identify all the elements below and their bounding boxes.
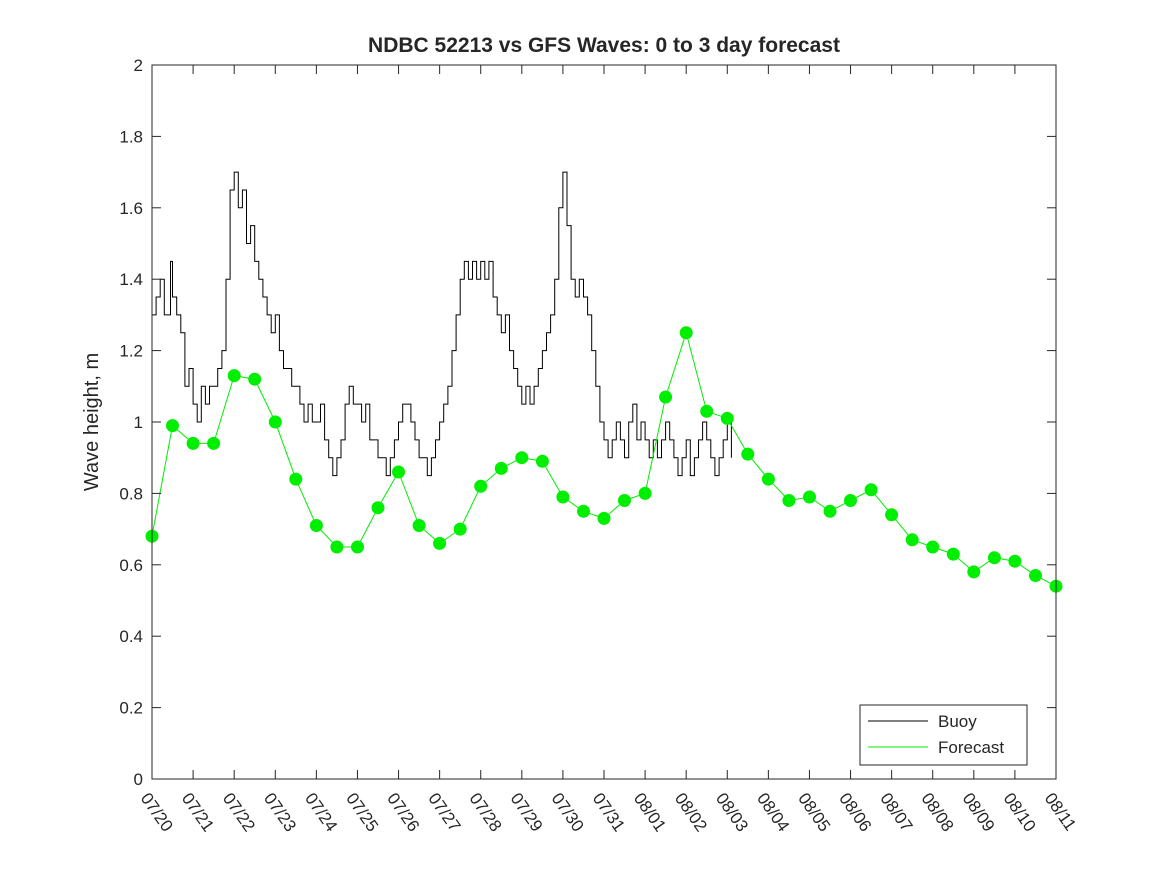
y-tick-label: 0.6 [119,556,143,575]
forecast-point [700,404,714,418]
legend-forecast-label: Forecast [938,738,1004,757]
forecast-point [864,483,878,497]
y-tick-label: 1.6 [119,199,143,218]
forecast-point [453,522,467,536]
y-tick-label: 0.4 [119,627,143,646]
forecast-point [823,504,837,518]
y-axis: 0 0.2 0.4 0.6 0.8 1 1.2 1.4 1.6 1.8 2 [119,56,1056,789]
forecast-point [268,415,282,429]
forecast-point [597,511,611,525]
forecast-point [844,494,857,507]
forecast-point [741,447,755,461]
forecast-point [207,436,221,450]
legend-box [859,704,1028,766]
forecast-point [967,565,981,579]
forecast-point [309,519,323,532]
y-tick-label: 0.2 [119,699,143,718]
forecast-point [371,501,385,515]
y-tick-label: 2 [134,56,143,75]
buoy-series-line [152,171,732,477]
y-tick-label: 1.8 [119,127,143,146]
forecast-point [618,494,631,507]
y-tick-label: 0 [134,770,143,789]
forecast-point [638,486,652,500]
forecast-point [946,547,960,561]
forecast-point [1029,569,1042,582]
legend-buoy-label: Buoy [938,712,977,731]
y-tick-label: 1 [134,413,143,432]
y-tick-label: 1.4 [119,270,143,289]
forecast-point [474,479,488,493]
forecast-point [412,519,426,532]
forecast-point [577,504,590,518]
y-tick-label: 0.8 [119,484,143,503]
forecast-point [330,540,344,554]
series-layer [145,171,1063,593]
forecast-point [535,454,549,468]
forecast-point [166,419,179,433]
forecast-point [515,451,529,465]
forecast-point [987,551,1001,565]
legend: Buoy Forecast [859,704,1028,766]
forecast-point [248,372,262,386]
forecast-point [289,472,303,486]
forecast-point [392,465,405,479]
y-axis-label: Wave height, m [81,353,103,491]
forecast-point [494,461,508,475]
forecast-point [679,326,693,340]
forecast-point [556,490,570,504]
y-tick-label: 1.2 [119,342,143,361]
forecast-point [761,472,775,486]
forecast-point [186,436,200,450]
forecast-point [926,540,940,554]
chart-title: NDBC 52213 vs GFS Waves: 0 to 3 day fore… [368,34,840,57]
forecast-point [905,533,919,547]
forecast-point [803,490,816,504]
forecast-point [720,411,734,425]
forecast-point [227,369,241,383]
forecast-point [351,540,364,554]
forecast-point [1008,554,1022,568]
forecast-point [782,494,796,507]
forecast-point [433,536,447,550]
forecast-point [659,390,673,404]
forecast-point [885,508,899,522]
